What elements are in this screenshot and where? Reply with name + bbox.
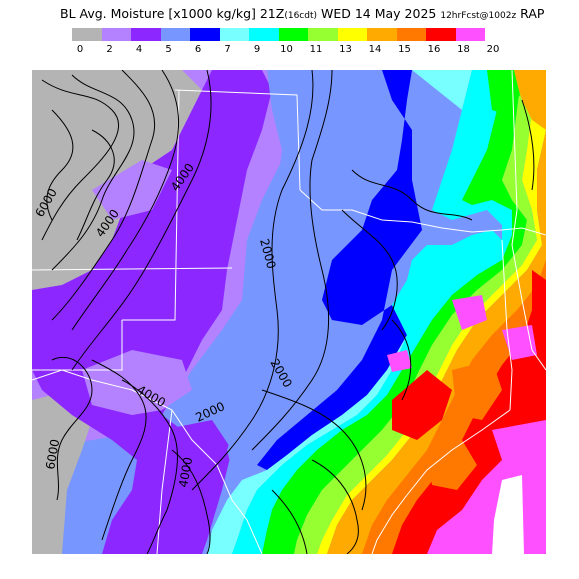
color-legend-ticks: 0 2 4 5 6 7 9 10 11 13 14 15 16 18 20 <box>72 44 522 58</box>
legend-swatch-13 <box>455 28 485 41</box>
region-dark-purple-se <box>152 420 232 554</box>
legend-swatch-9 <box>337 28 367 41</box>
legend-tick-2: 4 <box>135 44 143 55</box>
contour-sw-4 <box>171 449 211 554</box>
title-model: RAP <box>520 6 545 21</box>
legend-tick-11: 15 <box>398 44 411 55</box>
legend-tick-7: 10 <box>280 44 293 55</box>
legend-swatch-7 <box>278 28 308 41</box>
contour-4000-main <box>71 70 212 371</box>
region-medium-blue <box>227 70 422 470</box>
contour-s-1 <box>261 389 367 511</box>
contour-mid-2 <box>341 209 398 331</box>
contour-nw-1 <box>41 79 119 241</box>
boundary-panhandle <box>122 89 180 321</box>
legend-swatch-12 <box>426 28 456 41</box>
legend-swatch-8 <box>308 28 338 41</box>
legend-swatch-0 <box>72 28 102 41</box>
contour-sw-3 <box>121 379 178 554</box>
contour-nw-6 <box>76 129 115 241</box>
legend-swatch-3 <box>160 28 190 41</box>
boundary-rio-grande <box>32 369 263 554</box>
contour-mid-1 <box>351 169 473 221</box>
title-date: WED 14 May 2025 <box>320 6 437 21</box>
legend-tick-3: 5 <box>165 44 172 55</box>
legend-swatch-2 <box>131 28 161 41</box>
boundary-red-river <box>299 189 546 236</box>
region-light-purple-patch2 <box>92 160 172 220</box>
legend-tick-14: 20 <box>486 44 500 55</box>
title-forecast: 12hrFcst@1002z <box>440 11 517 21</box>
contour-nw-5 <box>46 109 74 221</box>
contour-e-1 <box>391 319 412 401</box>
region-orange-patch <box>452 360 502 420</box>
title-main: BL Avg. Moisture [x1000 kg/kg] 21Z <box>60 6 285 21</box>
title-local-time: (16cdt) <box>284 11 317 21</box>
boundary-mexico <box>156 409 173 554</box>
legend-tick-4: 6 <box>194 44 202 55</box>
region-yellow-green <box>294 70 537 554</box>
contour-sw-2 <box>91 359 147 541</box>
legend-swatch-5 <box>219 28 249 41</box>
contour-nw-3 <box>51 70 156 321</box>
legend-swatch-10 <box>367 28 397 41</box>
region-green <box>262 70 527 554</box>
legend-swatch-1 <box>101 28 131 41</box>
region-dark-purple <box>32 70 272 554</box>
color-legend-bar <box>72 28 485 41</box>
contour-label-8: 4000 <box>176 456 195 489</box>
region-magenta-patch <box>452 295 487 330</box>
legend-tick-9: 13 <box>339 44 352 55</box>
legend-tick-6: 9 <box>253 44 261 55</box>
boundary-ar-la <box>511 70 546 371</box>
legend-swatch-4 <box>190 28 220 41</box>
legend-tick-10: 14 <box>368 44 382 55</box>
region-orange-ne <box>512 70 546 130</box>
region-magenta-patch2 <box>387 350 412 372</box>
contour-s-2 <box>311 459 359 554</box>
boundary-ok-north <box>174 89 301 191</box>
legend-swatch-6 <box>249 28 279 41</box>
legend-swatch-11 <box>396 28 426 41</box>
moisture-map: 6000 4000 4000 2000 2000 4000 2000 4000 … <box>32 70 546 554</box>
region-blue-core <box>257 70 502 470</box>
region-cyan <box>232 70 512 554</box>
legend-tick-13: 18 <box>457 44 470 55</box>
coastline <box>371 409 511 554</box>
region-grey-sw <box>32 390 92 554</box>
legend-tick-5: 7 <box>224 44 231 55</box>
region-green-ne <box>487 70 520 115</box>
contour-ne <box>521 99 535 191</box>
legend-tick-12: 16 <box>427 44 441 55</box>
contour-nw-4 <box>71 70 180 331</box>
contour-nw-2 <box>51 74 135 271</box>
legend-tick-8: 11 <box>309 44 323 55</box>
region-orange-patch2 <box>427 440 477 490</box>
boundary-tx-la <box>501 239 513 411</box>
region-gulf-white <box>492 475 524 554</box>
legend-tick-0: 0 <box>76 44 84 55</box>
contour-label-9: 6000 <box>43 438 62 471</box>
contour-s-3 <box>271 489 308 554</box>
region-light-purple-patch <box>82 350 192 415</box>
legend-tick-1: 2 <box>106 44 113 55</box>
contour-sw-1 <box>51 356 93 501</box>
contour-2000-main <box>191 70 314 491</box>
map-title: BL Avg. Moisture [x1000 kg/kg] 21Z(16cdt… <box>60 6 544 21</box>
boundary-co-nm <box>32 267 233 271</box>
